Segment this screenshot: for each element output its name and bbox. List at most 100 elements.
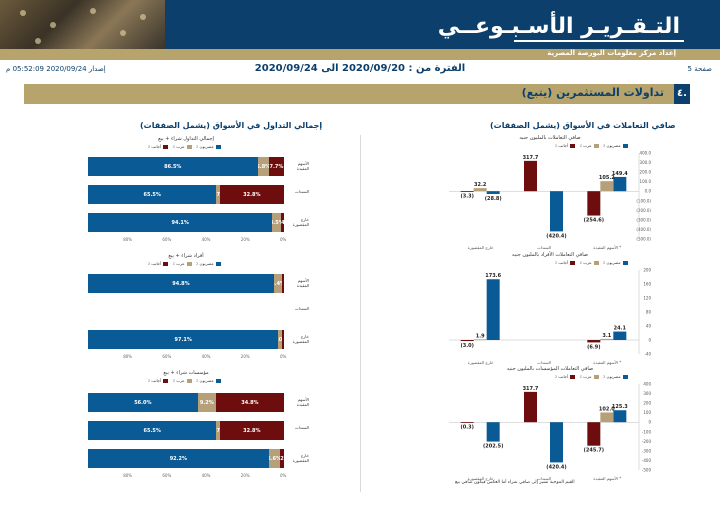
x-tick-label: 60% [162, 473, 172, 478]
bar-segment: 86.5% [88, 157, 258, 176]
bar-segment: 94.1% [88, 213, 273, 232]
report-subtitle: إعداد مركز معلومات البورصة المصرية [547, 49, 676, 57]
row-label: السندات [294, 189, 309, 194]
x-tick-label: 80% [123, 473, 133, 478]
stacked-chart-title: مؤسسات شراء + بيع [163, 370, 209, 376]
bar-segment: 92.2% [88, 449, 269, 468]
net-trading-title: صافي التعاملات في الأسواق (يشمل الصفقات) [490, 121, 676, 130]
row-label: الأسهم المقيدة [296, 278, 309, 288]
data-label: (3.3) [460, 194, 473, 200]
net-chart: 400.0 300.0 200.0 100.0 0.0 (100.0) (200.0) (30… [449, 151, 652, 250]
header-gold-bar [0, 49, 720, 60]
row-label: السندات [294, 425, 309, 430]
stacked-bar-row: 2.0%97.1% [88, 330, 284, 349]
category-label: خارج المقصورة [468, 245, 494, 250]
bar [524, 391, 537, 423]
bar-segment: 1.4% [281, 213, 284, 232]
bar [550, 191, 563, 232]
x-tick-label: 20% [240, 237, 250, 242]
category-label: خارج المقصورة [468, 360, 494, 365]
y-tick-label: (500.0) [636, 237, 651, 242]
row-label: الأسهم المقيدة [296, 397, 309, 407]
data-label: (202.5) [483, 444, 503, 450]
y-tick-label: 200 [643, 268, 651, 273]
x-tick-label: 60% [162, 354, 172, 359]
bar [460, 340, 474, 342]
total-trading-title: إجمالي التداول في الأسواق (يشمل الصفقات) [140, 121, 323, 130]
data-label: 149.4 [612, 171, 628, 177]
y-tick-label: 0.0 [645, 189, 652, 194]
bar-segment: 65.5% [88, 421, 217, 440]
data-label: 317.7 [523, 386, 539, 392]
data-label: 317.7 [523, 155, 539, 161]
y-tick-label: -40 [644, 352, 651, 357]
data-label: (254.6) [584, 218, 604, 224]
y-tick-label: 400 [643, 382, 651, 387]
chart-footnote: القيم الموجبة تشير إلى صافي شراء أما الع… [455, 480, 575, 485]
chart-legend: مصريون ٪ عرب ٪ أجانب ٪ [555, 374, 630, 379]
net-chart-title: صافي التعاملات الأفراد بالمليون جنيه [512, 252, 588, 258]
bar [473, 188, 487, 192]
bar-segment: 1.7% [216, 421, 220, 440]
y-tick-label: -100 [642, 429, 652, 434]
net-chart-title: صافي التعاملات المؤسسات بالمليون جنيه [506, 366, 594, 372]
y-tick-label: 200.0 [640, 170, 652, 175]
y-tick-label: -500 [642, 468, 652, 473]
chart-legend: مصريون ٪ عرب ٪ أجانب ٪ [148, 378, 223, 383]
bar [486, 422, 500, 442]
panel-divider [360, 135, 361, 492]
bar-segment: 97.1% [88, 330, 279, 349]
stacked-bar-row: 2.2%5.6%92.2% [88, 449, 284, 468]
y-tick-label: -200 [642, 439, 652, 444]
data-label: 102.0 [599, 406, 615, 412]
row-label: الأسهم المقيدة [296, 161, 309, 171]
x-tick-label: 20% [240, 354, 250, 359]
y-tick-label: 160 [643, 282, 651, 287]
bar-segment: 2.0% [278, 330, 283, 349]
bar-segment: 34.8% [215, 393, 284, 412]
x-tick-label: 40% [201, 354, 211, 359]
y-tick-label: 0 [648, 338, 651, 343]
data-label: 125.3 [612, 404, 628, 410]
report-title: التـقـريـر الأسـبـوعــي [437, 14, 680, 39]
section-title: تداولات المستثمرين (يتبع) [521, 86, 664, 99]
section-number: ٤. [674, 84, 690, 104]
data-label: (6.9) [587, 344, 600, 350]
x-tick-label: 80% [123, 237, 133, 242]
data-label: 32.2 [474, 182, 487, 188]
bar [613, 331, 627, 340]
x-tick-label: 0% [280, 354, 287, 359]
y-tick-label: (100.0) [636, 198, 651, 203]
x-tick-label: 40% [201, 237, 211, 242]
y-tick-label: 100.0 [640, 179, 652, 184]
issue-date: إصدار 2020/09/24 05:52:09 م [6, 65, 106, 73]
bar-segment: 1.7% [216, 185, 220, 204]
bar-segment: 32.8% [219, 421, 284, 440]
bar [600, 181, 614, 192]
bar-segment: 94.8% [88, 274, 274, 293]
data-label: (3.0) [460, 343, 473, 349]
bar-segment: 32.8% [219, 185, 284, 204]
bar-segment: 56.0% [88, 393, 198, 412]
bar [460, 422, 474, 424]
net-chart-title: صافي التعاملات بالمليون جنيه [519, 135, 581, 141]
bar-segment: 65.5% [88, 185, 217, 204]
bar-segment: 7.7% [268, 157, 284, 176]
bar [460, 191, 474, 193]
category-label: الأسهم المقيدة * [593, 245, 621, 250]
bar [600, 338, 614, 340]
report-period: الفترة من : 2020/09/20 الى 2020/09/24 [254, 63, 466, 74]
data-label: (0.3) [460, 424, 473, 430]
y-tick-label: 0 [648, 420, 651, 425]
chart-legend: مصريون ٪ عرب ٪ أجانب ٪ [555, 260, 630, 265]
y-tick-label: 200 [643, 401, 651, 406]
x-tick-label: 20% [240, 473, 250, 478]
bar-segment [282, 274, 284, 293]
y-tick-label: 40 [646, 324, 652, 329]
x-tick-label: 80% [123, 354, 133, 359]
x-tick-label: 60% [162, 237, 172, 242]
row-label: السندات [294, 306, 309, 311]
bar-segment: 5.8% [257, 157, 269, 176]
y-tick-label: (200.0) [636, 208, 651, 213]
bar [613, 176, 627, 192]
